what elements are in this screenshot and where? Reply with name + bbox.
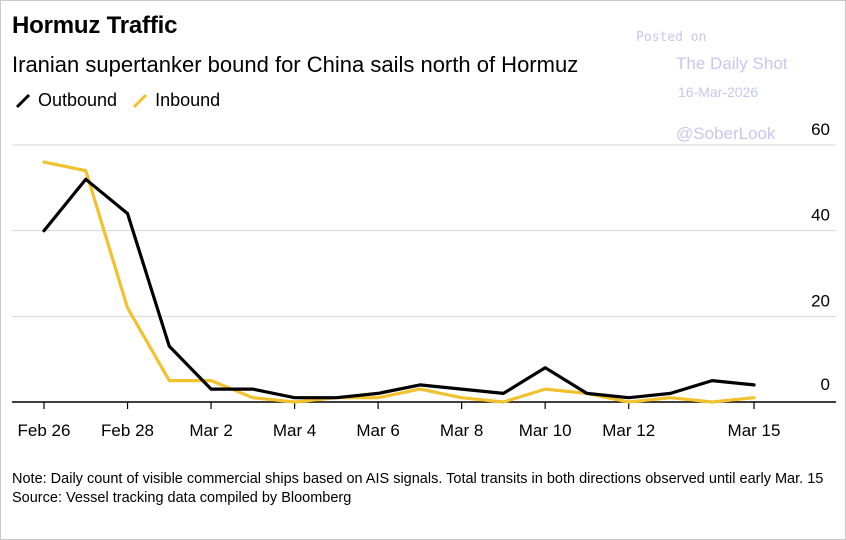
x-tick-label-2: Feb 28 [101, 421, 154, 440]
x-tick-label-4: Mar 2 [189, 421, 232, 440]
series-layer [42, 160, 756, 404]
y-tick-label-0: 0 [821, 375, 830, 394]
watermark-date: 16-Mar-2026 [678, 84, 759, 100]
x-axis: Feb 26 Feb 28 Mar 2 Mar 4 Mar 6 Mar 8 Mar 10 Ma… [12, 401, 836, 440]
chart-footer: Note: Daily count of visible commercial … [12, 470, 832, 508]
x-tick-label-6: Mar 4 [273, 421, 316, 440]
legend-swatch-outbound [15, 93, 31, 108]
legend-label-outbound: Outbound [38, 90, 118, 110]
legend-swatch-inbound [133, 93, 148, 108]
y-tick-label-60: 60 [811, 120, 830, 139]
grid-layer [12, 144, 836, 317]
chart-title: Hormuz Traffic [12, 12, 178, 39]
chart-source: Source: Vessel tracking data compiled by… [12, 490, 352, 506]
x-tick-label-8: Mar 6 [356, 421, 399, 440]
x-tick-label-12: Mar 10 [519, 421, 572, 440]
watermark-posted-on: Posted on [636, 30, 707, 45]
y-tick-label-40: 40 [811, 206, 830, 225]
x-tick-label-17: Mar 15 [728, 421, 781, 440]
watermark-handle: @SoberLook [676, 124, 776, 143]
legend-item-outbound: Outbound [14, 90, 117, 111]
chart-legend: Outbound Inbound [14, 90, 234, 111]
chart-note: Note: Daily count of visible commercial … [12, 471, 824, 487]
x-tick-label-10: Mar 8 [440, 421, 483, 440]
chart-subtitle: Iranian supertanker bound for China sail… [12, 52, 579, 77]
series-line-inbound [42, 160, 756, 404]
x-tick-label-0: Feb 26 [18, 421, 71, 440]
series-line-outbound [42, 177, 756, 400]
legend-label-inbound: Inbound [155, 90, 221, 110]
y-axis: 0 20 40 60 [811, 120, 830, 394]
x-tick-label-14: Mar 12 [602, 421, 655, 440]
watermark-source: The Daily Shot [676, 54, 788, 73]
legend-item-inbound: Inbound [131, 90, 220, 111]
y-tick-label-20: 20 [811, 291, 830, 310]
